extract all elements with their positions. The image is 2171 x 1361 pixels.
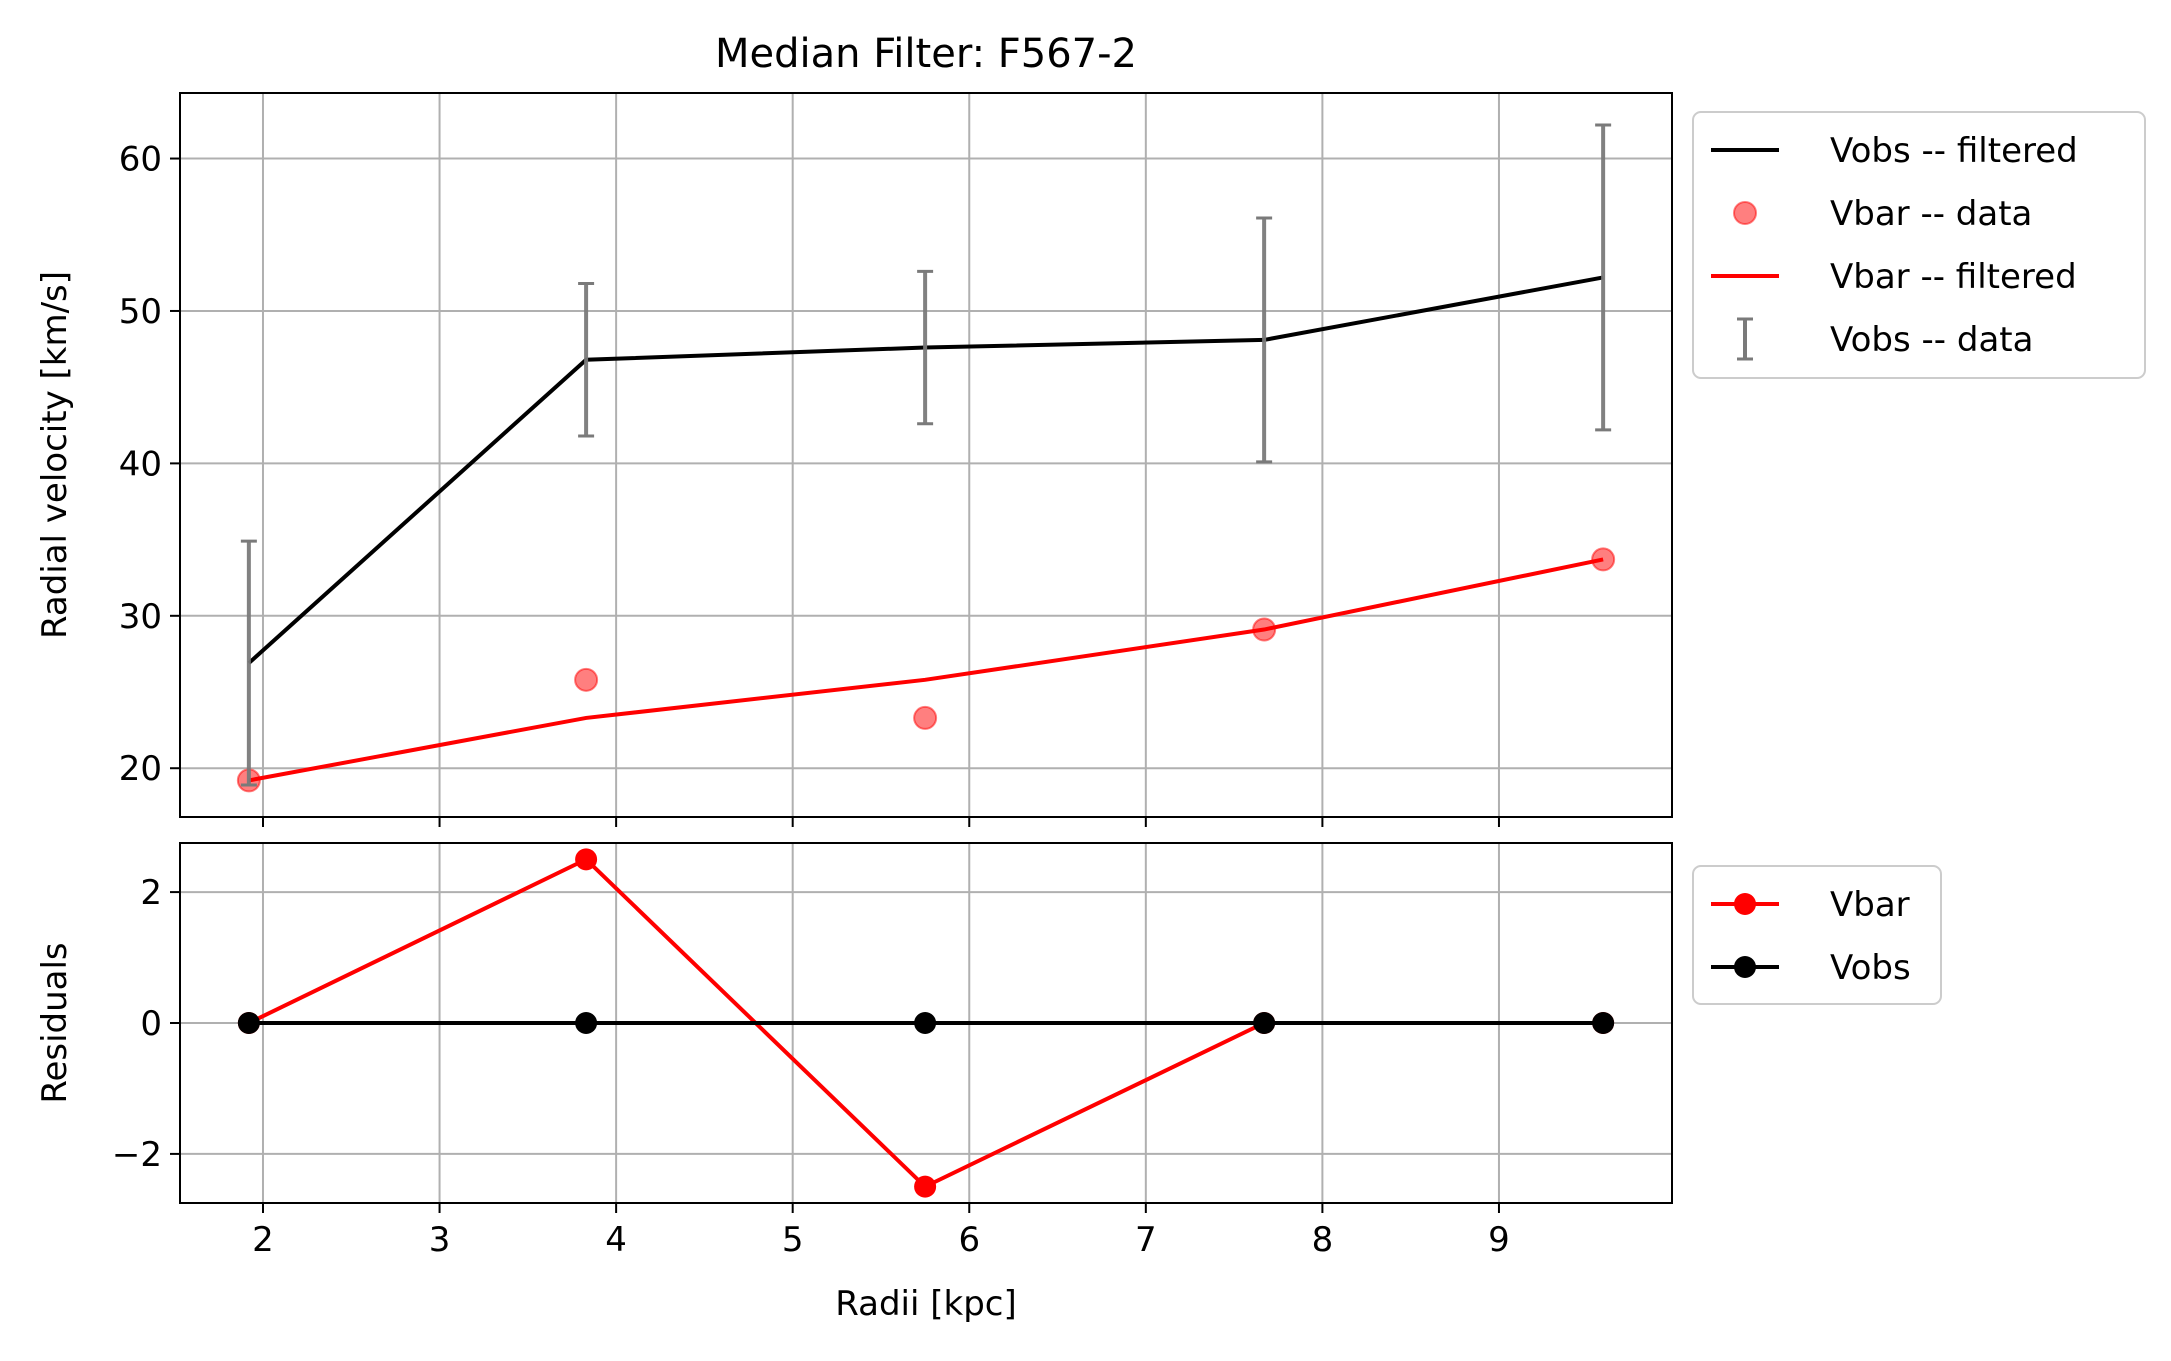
x-tick-label: 5 <box>782 1220 804 1260</box>
series-vobs <box>237 1012 1615 1034</box>
series-line <box>248 557 1604 783</box>
x-tick-label: 8 <box>1312 1220 1334 1260</box>
legend-item: Vobs -- filtered <box>1711 131 2078 171</box>
y-tick-label: 50 <box>119 292 162 332</box>
y-ticks: −2 0 2 <box>112 873 180 1175</box>
data-point <box>913 705 938 730</box>
data-point <box>237 1012 260 1034</box>
data-point <box>914 1012 937 1034</box>
y-axis-label: Residuals <box>35 942 75 1103</box>
chart-title: Median Filter: F567-2 <box>715 31 1137 77</box>
legend-item: Vbar -- data <box>1733 194 2032 234</box>
y-tick-label: 20 <box>119 749 162 789</box>
data-point <box>574 667 599 692</box>
legend-label: Vbar -- data <box>1830 194 2032 234</box>
legend-item: Vobs <box>1711 948 1911 988</box>
legend-label: Vbar <box>1830 885 1910 925</box>
legend-item: Vbar -- filtered <box>1711 257 2077 297</box>
x-ticks: 2 3 4 5 6 7 8 9 <box>252 1203 1510 1260</box>
data-point <box>1253 1012 1276 1034</box>
axes-frame <box>179 842 1673 1204</box>
legend-marker-key <box>1734 956 1756 978</box>
y-tick-label: 2 <box>140 873 162 913</box>
x-ticks <box>261 817 1500 827</box>
y-tick-label: 60 <box>119 140 162 180</box>
series-vbar-data <box>236 547 1616 793</box>
x-axis-label: Radii [kpc] <box>835 1284 1017 1324</box>
series-vbar-filtered <box>248 557 1604 783</box>
legend-item: Vobs -- data <box>1737 317 2033 361</box>
y-tick-label: 40 <box>119 444 162 484</box>
x-tick-label: 2 <box>252 1220 274 1260</box>
x-tick-label: 9 <box>1488 1220 1510 1260</box>
legend-item: Vbar <box>1711 885 1910 925</box>
legend-label: Vobs -- data <box>1830 320 2033 360</box>
data-point <box>575 848 598 871</box>
legend: Vbar Vobs <box>1692 865 1942 1005</box>
legend-marker-key <box>1734 893 1756 915</box>
y-tick-label: −2 <box>112 1135 162 1175</box>
grid <box>180 93 1672 817</box>
data-point <box>1592 1012 1615 1034</box>
x-tick-label: 4 <box>605 1220 627 1260</box>
data-point <box>914 1175 937 1198</box>
panel-velocity: 20 30 40 50 60 Median Filter: F567-2 Radial ve… <box>35 31 2146 827</box>
x-tick-label: 7 <box>1135 1220 1157 1260</box>
series-vobs-data <box>240 123 1612 787</box>
legend-marker-key <box>1733 201 1757 225</box>
y-tick-label: 30 <box>119 597 162 637</box>
y-tick-label: 0 <box>140 1004 162 1044</box>
series <box>237 848 1615 1198</box>
y-ticks: 20 30 40 50 60 <box>119 140 180 789</box>
legend-frame <box>1692 111 2146 379</box>
series <box>236 123 1616 793</box>
x-tick-label: 6 <box>958 1220 980 1260</box>
axes-frame <box>179 92 1673 818</box>
y-axis-label: Radial velocity [km/s] <box>35 271 75 639</box>
legend-label: Vobs -- filtered <box>1830 131 2078 171</box>
panel-residuals: 2 3 4 5 6 7 8 9 −2 0 2 Residuals Radii [kpc] Vbar Vobs <box>35 842 1942 1324</box>
legend-label: Vobs <box>1830 948 1911 988</box>
x-tick-label: 3 <box>429 1220 451 1260</box>
data-point <box>575 1012 598 1034</box>
legend: Vobs -- filtered Vbar -- data Vbar -- filt… <box>1692 111 2146 379</box>
legend-label: Vbar -- filtered <box>1830 257 2077 297</box>
